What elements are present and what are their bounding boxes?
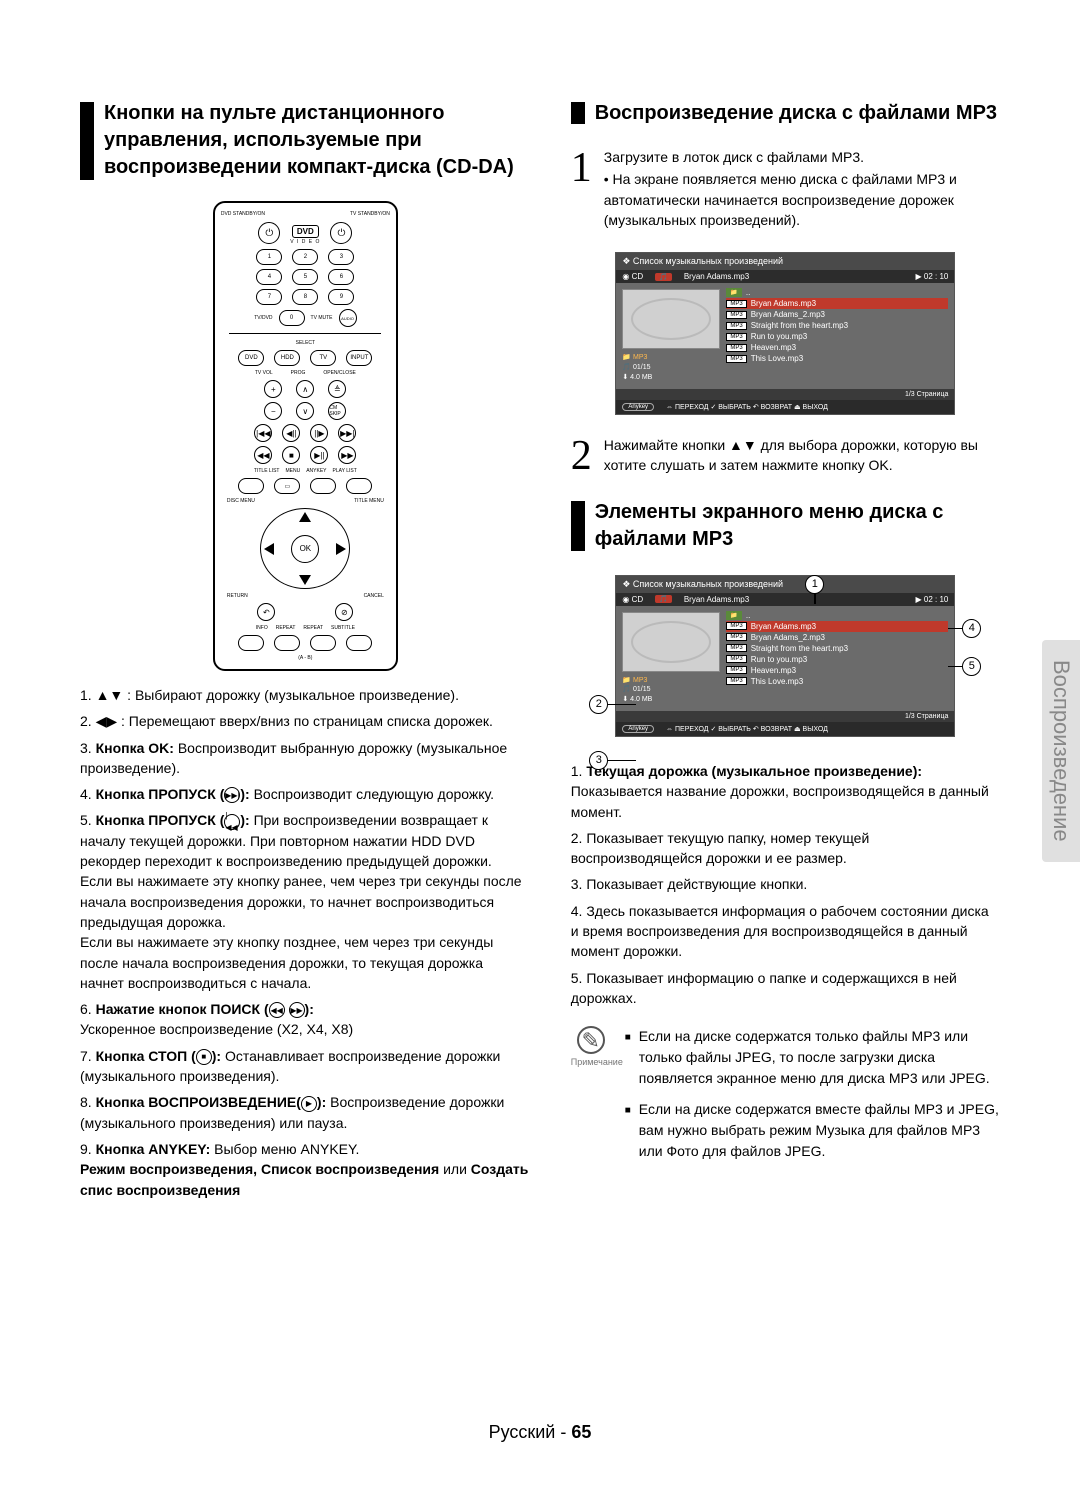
title-bar [571,501,585,551]
right-section2-title: Элементы экранного меню диска с файлами … [571,499,1000,553]
list-item: 2. Показывает текущую папку, номер текущ… [571,828,1000,869]
side-tab: Воспроизведение [1042,640,1080,862]
list-item: 2. ◀▶ : Перемещают вверх/вниз по страниц… [80,711,531,731]
left-section-title: Кнопки на пульте дистанционного управлен… [80,100,531,181]
list-item: 1. ▲▼ : Выбирают дорожку (музыкальное пр… [80,685,531,705]
left-instruction-list: 1. ▲▼ : Выбирают дорожку (музыкальное пр… [80,685,531,1200]
list-item: 9. Кнопка ANYKEY: Выбор меню ANYKEY.Режи… [80,1139,531,1200]
callout-2: 2 [589,695,608,714]
list-item: 3. Кнопка OK: Воспроизводит выбранную до… [80,738,531,779]
list-item: 8. Кнопка ВОСПРОИЗВЕДЕНИЕ(▶): Воспроизве… [80,1092,531,1133]
note-list: Если на диске содержатся только файлы MP… [625,1026,1000,1172]
remote-diagram: DVD STANDBY/ONTV STANDBY/ON ⏻ DVDV I D E… [80,201,531,671]
power-dvd: ⏻ [258,222,280,244]
page-footer: Русский - 65 [0,1422,1080,1443]
note-icon: ✎ [577,1026,605,1054]
list-item: 4. Здесь показывается информация о рабоч… [571,901,1000,962]
right-description-list: 1. Текущая дорожка (музыкальное произвед… [571,761,1000,1008]
right-section1-title: Воспроизведение диска с файлами MP3 [571,100,1000,127]
note-box: ✎ Примечание Если на диске содержатся то… [571,1026,1000,1172]
note-item: Если на диске содержатся вместе файлы MP… [625,1099,1000,1162]
list-item: 5. Показывает информацию о папке и содер… [571,968,1000,1009]
list-item: 5. Кнопка ПРОПУСК (|◀◀): При воспроизвед… [80,810,531,993]
step-1: 1 Загрузите в лоток диск с файлами MP3. … [571,147,1000,230]
mp3-screen: ❖ Список музыкальных произведений◉ CD🎵Br… [615,252,955,414]
power-tv: ⏻ [330,222,352,244]
list-item: 1. Текущая дорожка (музыкальное произвед… [571,761,1000,822]
list-item: 6. Нажатие кнопок ПОИСК (◀◀ ▶▶):Ускоренн… [80,999,531,1040]
annotated-screen: 1 ❖ Список музыкальных произведений◉ CD🎵… [595,575,975,737]
callout-1: 1 [805,575,824,594]
list-item: 3. Показывает действующие кнопки. [571,874,1000,894]
list-item: 4. Кнопка ПРОПУСК (▶▶|): Воспроизводит с… [80,784,531,804]
step-2: 2 Нажимайте кнопки ▲▼ для выбора дорожки… [571,435,1000,477]
title-bar [80,102,94,180]
callout-3: 3 [589,751,608,770]
title-bar [571,102,585,124]
callout-4: 4 [962,619,981,638]
callout-5: 5 [962,657,981,676]
mp3-screen: ❖ Список музыкальных произведений◉ CD🎵Br… [615,575,955,737]
note-item: Если на диске содержатся только файлы MP… [625,1026,1000,1089]
list-item: 7. Кнопка СТОП (■): Останавливает воспро… [80,1046,531,1087]
